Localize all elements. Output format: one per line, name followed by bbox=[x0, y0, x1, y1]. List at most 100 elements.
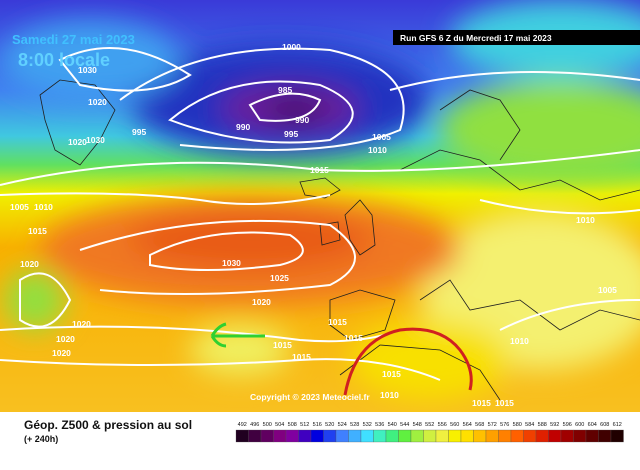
legend-label: 588 bbox=[538, 422, 547, 428]
isobar-label: 1010 bbox=[34, 202, 53, 212]
forecast-time: 8:00 locale bbox=[18, 50, 110, 70]
isobar-label: 1020 bbox=[88, 97, 107, 107]
legend-swatch bbox=[510, 429, 524, 443]
legend-swatch bbox=[610, 429, 624, 443]
isobar-label: 995 bbox=[284, 129, 298, 139]
legend-label: 500 bbox=[263, 422, 272, 428]
legend-label: 604 bbox=[588, 422, 597, 428]
legend-swatch bbox=[423, 429, 437, 443]
isobar-label: 1020 bbox=[72, 319, 91, 329]
legend-label: 608 bbox=[600, 422, 609, 428]
legend-swatch bbox=[460, 429, 474, 443]
isobar-label: 995 bbox=[132, 127, 146, 137]
legend-label: 576 bbox=[500, 422, 509, 428]
legend-swatch bbox=[485, 429, 499, 443]
isobar-label: 1020 bbox=[52, 348, 71, 358]
footer-lead: (+ 240h) bbox=[24, 434, 58, 444]
legend-label: 564 bbox=[463, 422, 472, 428]
isobar-label: 1020 bbox=[252, 297, 271, 307]
legend-swatch bbox=[323, 429, 337, 443]
legend-swatch bbox=[235, 429, 249, 443]
isobar-label: 1015 bbox=[28, 226, 47, 236]
isobar-label: 1015 bbox=[382, 369, 401, 379]
legend-swatch bbox=[585, 429, 599, 443]
legend-swatch bbox=[410, 429, 424, 443]
legend-swatch bbox=[248, 429, 262, 443]
isobar-label: 1030 bbox=[86, 135, 105, 145]
isobar-label: 1015 bbox=[472, 398, 491, 408]
legend-swatch bbox=[310, 429, 324, 443]
green-arrow bbox=[210, 322, 265, 348]
isobar-label: 1005 bbox=[10, 202, 29, 212]
legend-label: 512 bbox=[300, 422, 309, 428]
legend-swatch bbox=[373, 429, 387, 443]
legend-swatch bbox=[398, 429, 412, 443]
legend-swatch bbox=[523, 429, 537, 443]
legend-label: 536 bbox=[375, 422, 384, 428]
run-info: Run GFS 6 Z du Mercredi 17 mai 2023 bbox=[400, 33, 552, 43]
color-legend: 492 496 500 504 508 512 516 520 524 528 532 536 540 5… bbox=[235, 422, 624, 443]
isobar-label: 1010 bbox=[368, 145, 387, 155]
isobar-label: 1020 bbox=[56, 334, 75, 344]
isobar-label: 1000 bbox=[282, 42, 301, 52]
legend-swatch bbox=[435, 429, 449, 443]
legend-label: 540 bbox=[388, 422, 397, 428]
legend-swatch bbox=[548, 429, 562, 443]
legend-label: 600 bbox=[575, 422, 584, 428]
isobar-label: 1015 bbox=[344, 333, 363, 343]
legend-swatch bbox=[348, 429, 362, 443]
legend-label: 524 bbox=[338, 422, 347, 428]
legend-label: 568 bbox=[475, 422, 484, 428]
isobar-label: 1020 bbox=[20, 259, 39, 269]
legend-swatch bbox=[560, 429, 574, 443]
legend-label: 492 bbox=[238, 422, 247, 428]
legend-label: 560 bbox=[450, 422, 459, 428]
isobar-label: 1015 bbox=[310, 165, 329, 175]
legend-label: 548 bbox=[413, 422, 422, 428]
isobar-label: 1030 bbox=[222, 258, 241, 268]
legend-label: 572 bbox=[488, 422, 497, 428]
isobar-label: 1015 bbox=[273, 340, 292, 350]
red-arc bbox=[343, 327, 473, 396]
legend-label: 528 bbox=[350, 422, 359, 428]
isobar-label: 990 bbox=[295, 115, 309, 125]
legend-swatch bbox=[473, 429, 487, 443]
legend-swatch bbox=[360, 429, 374, 443]
isobar-label: 1015 bbox=[328, 317, 347, 327]
legend-swatch bbox=[335, 429, 349, 443]
legend-swatch bbox=[260, 429, 274, 443]
legend-swatch bbox=[285, 429, 299, 443]
legend-label: 508 bbox=[288, 422, 297, 428]
legend-swatch bbox=[535, 429, 549, 443]
legend-swatch bbox=[573, 429, 587, 443]
legend-swatch bbox=[273, 429, 287, 443]
isobar-label: 1025 bbox=[270, 273, 289, 283]
legend-swatch bbox=[498, 429, 512, 443]
isobar-label: 1030 bbox=[78, 65, 97, 75]
copyright: Copyright © 2023 Meteociel.fr bbox=[250, 392, 370, 402]
legend-label: 544 bbox=[400, 422, 409, 428]
legend-label: 516 bbox=[313, 422, 322, 428]
legend-label: 504 bbox=[275, 422, 284, 428]
isobar-label: 1020 bbox=[68, 137, 87, 147]
legend-label: 592 bbox=[550, 422, 559, 428]
legend-label: 556 bbox=[438, 422, 447, 428]
isobar-label: 1010 bbox=[576, 215, 595, 225]
legend-label: 532 bbox=[363, 422, 372, 428]
isobar-label: 1015 bbox=[292, 352, 311, 362]
isobar-label: 1005 bbox=[372, 132, 391, 142]
legend-label: 612 bbox=[613, 422, 622, 428]
legend-label: 596 bbox=[563, 422, 572, 428]
legend-label: 580 bbox=[513, 422, 522, 428]
legend-label: 584 bbox=[525, 422, 534, 428]
legend-swatch bbox=[385, 429, 399, 443]
isobar-label: 985 bbox=[278, 85, 292, 95]
forecast-date: Samedi 27 mai 2023 bbox=[12, 32, 135, 47]
isobar-label: 990 bbox=[236, 122, 250, 132]
coastlines bbox=[39, 79, 640, 401]
isobar-label: 1010 bbox=[510, 336, 529, 346]
legend-swatch bbox=[448, 429, 462, 443]
